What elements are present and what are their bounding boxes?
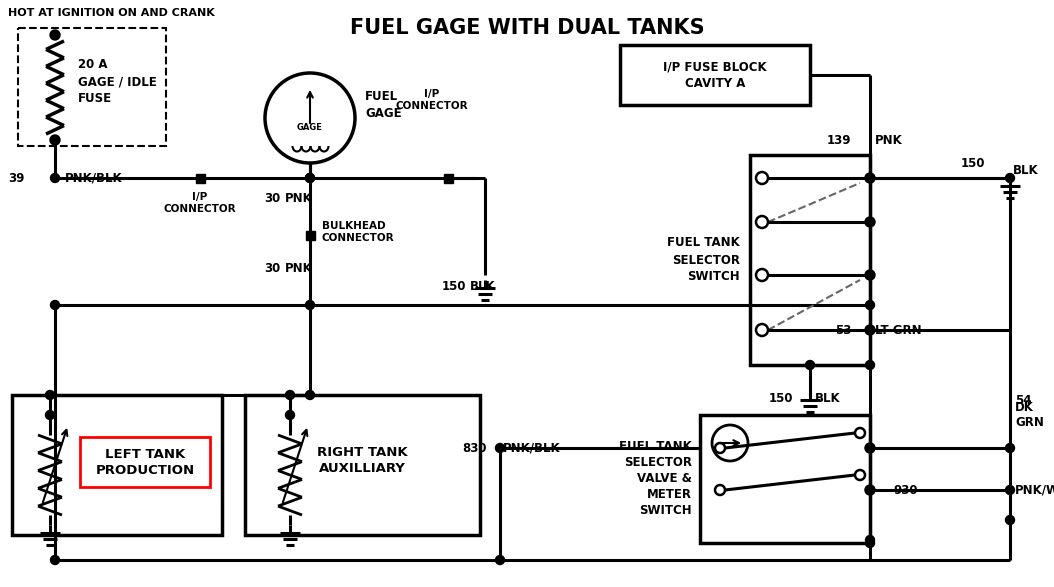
Text: HOT AT IGNITION ON AND CRANK: HOT AT IGNITION ON AND CRANK — [8, 8, 215, 18]
Text: GAGE: GAGE — [297, 123, 323, 133]
Text: 930: 930 — [894, 484, 918, 497]
Circle shape — [865, 325, 875, 335]
Text: PNK: PNK — [285, 192, 313, 205]
Text: 20 A
GAGE / IDLE
FUSE: 20 A GAGE / IDLE FUSE — [78, 59, 157, 106]
Text: BLK: BLK — [815, 392, 841, 405]
Text: 139: 139 — [826, 133, 851, 147]
Text: FUEL
GAGE: FUEL GAGE — [365, 90, 402, 120]
Text: FUEL GAGE WITH DUAL TANKS: FUEL GAGE WITH DUAL TANKS — [350, 18, 704, 38]
Circle shape — [865, 326, 875, 335]
Circle shape — [495, 555, 505, 565]
Circle shape — [306, 301, 314, 309]
Circle shape — [45, 410, 55, 420]
Circle shape — [865, 217, 875, 227]
Circle shape — [865, 485, 875, 495]
Bar — [700, 415, 870, 543]
Circle shape — [865, 360, 875, 369]
Circle shape — [865, 538, 875, 548]
Bar — [444, 174, 452, 183]
Text: BLK: BLK — [1013, 164, 1038, 177]
Circle shape — [51, 174, 59, 183]
Bar — [750, 155, 870, 365]
Circle shape — [306, 390, 314, 400]
Bar — [620, 45, 811, 105]
Circle shape — [865, 443, 875, 453]
Circle shape — [495, 444, 505, 453]
Circle shape — [1006, 485, 1015, 494]
Circle shape — [865, 270, 875, 280]
Text: 150: 150 — [960, 157, 985, 170]
Text: 30: 30 — [264, 261, 280, 275]
Bar — [80, 437, 210, 487]
Text: 150: 150 — [442, 280, 466, 293]
Circle shape — [1006, 174, 1015, 183]
Text: PNK: PNK — [875, 133, 902, 147]
Text: 30: 30 — [264, 192, 280, 205]
Circle shape — [306, 174, 314, 183]
Text: I/P
CONNECTOR: I/P CONNECTOR — [163, 192, 236, 214]
Circle shape — [51, 555, 59, 565]
Circle shape — [865, 444, 875, 453]
Circle shape — [865, 535, 875, 545]
Text: FUEL TANK
SELECTOR
VALVE &
METER
SWITCH: FUEL TANK SELECTOR VALVE & METER SWITCH — [620, 440, 692, 518]
Text: PNK/BLK: PNK/BLK — [65, 171, 122, 184]
Circle shape — [1006, 444, 1015, 453]
Bar — [12, 395, 222, 535]
Bar — [306, 231, 314, 239]
Text: FUEL TANK
SELECTOR
SWITCH: FUEL TANK SELECTOR SWITCH — [667, 237, 740, 284]
Bar — [18, 28, 165, 146]
Text: 830: 830 — [463, 441, 487, 454]
Circle shape — [45, 390, 55, 400]
Text: I/P
CONNECTOR: I/P CONNECTOR — [395, 89, 468, 111]
Circle shape — [1006, 515, 1015, 525]
Circle shape — [51, 301, 59, 309]
Text: 53: 53 — [835, 323, 851, 336]
Text: DK
GRN: DK GRN — [1015, 401, 1043, 429]
Circle shape — [286, 410, 294, 420]
Text: 150: 150 — [768, 392, 793, 405]
Text: PNK: PNK — [285, 261, 313, 275]
Circle shape — [865, 485, 875, 494]
Circle shape — [865, 301, 875, 309]
Circle shape — [805, 360, 815, 369]
Text: 39: 39 — [8, 171, 24, 184]
Text: LT GRN: LT GRN — [875, 323, 921, 336]
Text: I/P FUSE BLOCK
CAVITY A: I/P FUSE BLOCK CAVITY A — [663, 60, 767, 90]
Circle shape — [306, 174, 314, 183]
Text: LEFT TANK
PRODUCTION: LEFT TANK PRODUCTION — [96, 447, 195, 477]
Circle shape — [865, 174, 875, 183]
Bar — [245, 395, 480, 535]
Circle shape — [286, 390, 294, 400]
Text: PNK/WHT: PNK/WHT — [1015, 484, 1054, 497]
Text: BULKHEAD
CONNECTOR: BULKHEAD CONNECTOR — [323, 221, 394, 243]
Text: RIGHT TANK
AUXILLIARY: RIGHT TANK AUXILLIARY — [317, 446, 408, 474]
Circle shape — [865, 173, 875, 183]
Text: BLK: BLK — [470, 280, 495, 293]
Circle shape — [50, 30, 60, 40]
Circle shape — [50, 135, 60, 145]
Text: PNK/BLK: PNK/BLK — [503, 441, 561, 454]
Bar — [195, 174, 204, 183]
Text: 54: 54 — [1015, 393, 1032, 407]
Circle shape — [865, 174, 875, 183]
